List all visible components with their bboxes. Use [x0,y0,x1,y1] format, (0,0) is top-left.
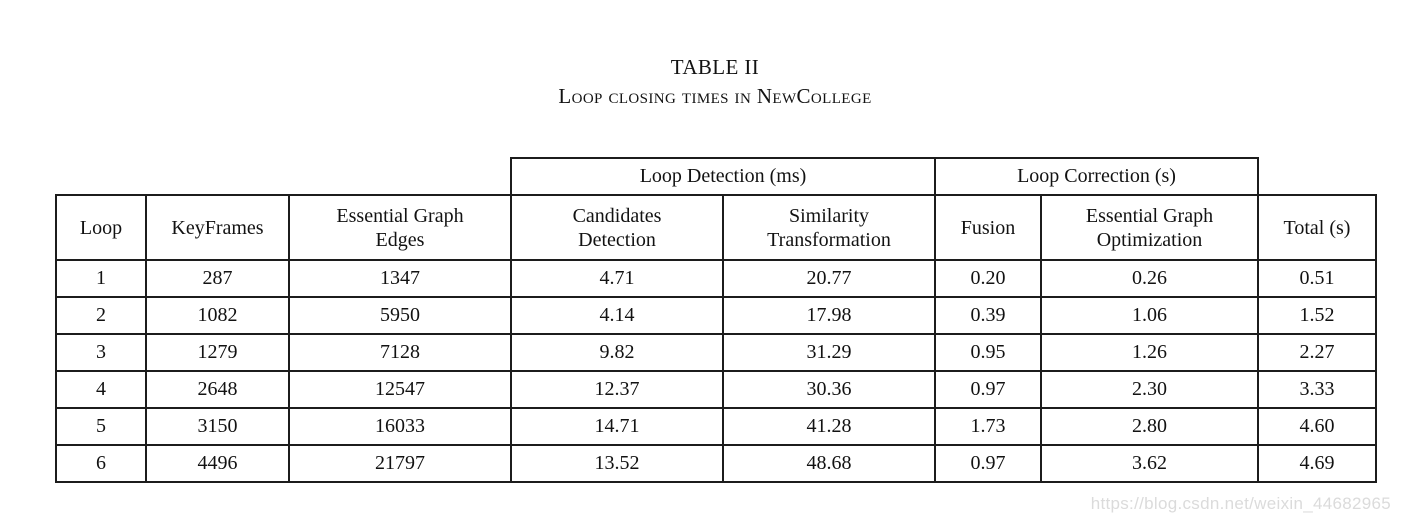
table-cell: 2.30 [1039,370,1260,409]
table-cell: 20.77 [722,259,936,298]
table-cell: 14.71 [510,407,724,446]
table-cell: 0.95 [934,333,1042,372]
table-cell: 3.33 [1257,370,1378,409]
table-cell: 2.27 [1257,333,1378,372]
table-row: 5 3150 16033 14.71 41.28 1.73 2.80 4.60 [55,407,1378,446]
table-cell: 1.26 [1039,333,1260,372]
table-cell: 1.73 [934,407,1042,446]
table-cell: 287 [145,259,290,298]
table-cell: 1082 [145,296,290,335]
table-number-title: TABLE II [670,55,760,79]
table-cell: 2 [55,296,147,335]
table-cell: 41.28 [722,407,936,446]
table-cell: 4 [55,370,147,409]
csdn-watermark: https://blog.csdn.net/weixin_44682965 [1090,494,1391,513]
table-row: 6 4496 21797 13.52 48.68 0.97 3.62 4.69 [55,444,1378,483]
spacer-cell [56,158,511,195]
col-header-candidates-detection: Candidates Detection [510,194,724,261]
table-cell: 3150 [145,407,290,446]
table-row: 3 1279 7128 9.82 31.29 0.95 1.26 2.27 [55,333,1378,372]
spacer-cell [1258,158,1376,195]
table-cell: 0.26 [1039,259,1260,298]
group-header-row: Loop Detection (ms) Loop Correction (s) [56,157,1376,196]
table-cell: 17.98 [722,296,936,335]
table-cell: 31.29 [722,333,936,372]
table-cell: 12.37 [510,370,724,409]
table-cell: 2648 [145,370,290,409]
table-cell: 12547 [288,370,512,409]
col-header-essential-graph-edges: Essential Graph Edges [288,194,512,261]
table-cell: 30.36 [722,370,936,409]
table-cell: 1.52 [1257,296,1378,335]
table-cell: 1 [55,259,147,298]
col-header-keyframes: KeyFrames [145,194,290,261]
table-cell: 1347 [288,259,512,298]
table-cell: 13.52 [510,444,724,483]
col-header-similarity-transformation: Similarity Transformation [722,194,936,261]
col-header-essential-graph-optimization: Essential Graph Optimization [1039,194,1260,261]
table-cell: 3.62 [1039,444,1260,483]
table-cell: 1.06 [1039,296,1260,335]
loop-closing-table: Loop Detection (ms) Loop Correction (s) … [55,157,1378,483]
table-cell: 5950 [288,296,512,335]
table-row: 2 1082 5950 4.14 17.98 0.39 1.06 1.52 [55,296,1378,335]
table-cell: 4496 [145,444,290,483]
table-row: 4 2648 12547 12.37 30.36 0.97 2.30 3.33 [55,370,1378,409]
table-cell: 0.51 [1257,259,1378,298]
col-header-total: Total (s) [1257,194,1378,261]
table-cell: 1279 [145,333,290,372]
table-cell: 21797 [288,444,512,483]
table-cell: 0.97 [934,444,1042,483]
table-cell: 3 [55,333,147,372]
group-header-loop-detection: Loop Detection (ms) [510,157,936,196]
column-header-row: Loop KeyFrames Essential Graph Edges Can… [55,194,1378,261]
table-cell: 9.82 [510,333,724,372]
table-row: 1 287 1347 4.71 20.77 0.20 0.26 0.51 [55,259,1378,298]
table-cell: 0.20 [934,259,1042,298]
table-cell: 7128 [288,333,512,372]
table-cell: 4.14 [510,296,724,335]
table-cell: 4.60 [1257,407,1378,446]
group-header-loop-correction: Loop Correction (s) [933,157,1260,196]
table-subtitle: Loop closing times in NewCollege [558,84,872,108]
table-cell: 0.39 [934,296,1042,335]
table-cell: 4.71 [510,259,724,298]
col-header-loop: Loop [55,194,147,261]
table-caption: TABLE II Loop closing times in NewColleg… [55,57,1375,107]
loop-closing-table-container: Loop Detection (ms) Loop Correction (s) … [55,157,1378,483]
table-cell: 48.68 [722,444,936,483]
col-header-fusion: Fusion [934,194,1042,261]
table-cell: 0.97 [934,370,1042,409]
table-cell: 2.80 [1039,407,1260,446]
table-cell: 6 [55,444,147,483]
table-cell: 5 [55,407,147,446]
table-cell: 4.69 [1257,444,1378,483]
table-cell: 16033 [288,407,512,446]
